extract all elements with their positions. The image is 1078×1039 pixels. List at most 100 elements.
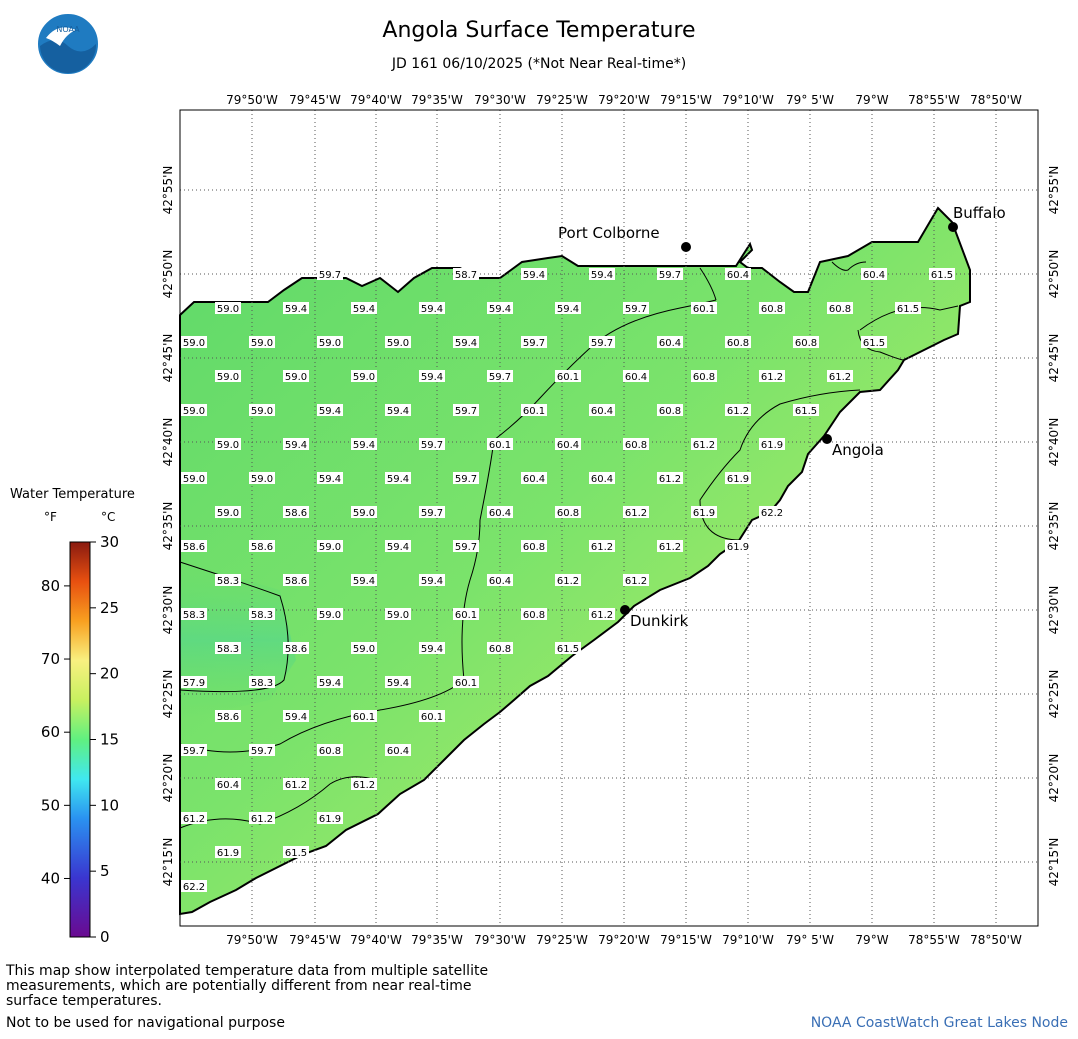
temperature-value: 60.4 — [591, 474, 613, 485]
temperature-label: 59.0 — [351, 370, 377, 383]
temperature-label: 61.2 — [555, 574, 581, 587]
temperature-value: 62.2 — [761, 508, 783, 519]
temperature-label: 59.4 — [283, 302, 309, 315]
temperature-label: 59.4 — [351, 574, 377, 587]
longitude-label: 79°20'W — [598, 933, 650, 947]
temperature-label-bg — [453, 676, 479, 688]
temperature-label: 61.2 — [623, 506, 649, 519]
temperature-value: 58.6 — [251, 542, 273, 553]
temperature-label: 59.0 — [215, 302, 241, 315]
temperature-label: 59.0 — [385, 608, 411, 621]
map-subtitle: JD 161 06/10/2025 (*Not Near Real-time*) — [391, 56, 687, 72]
temperature-label-bg — [249, 472, 275, 484]
longitude-label: 78°50'W — [970, 933, 1022, 947]
temperature-value: 59.4 — [319, 678, 341, 689]
temperature-label-bg — [487, 302, 513, 314]
temperature-label-bg — [691, 370, 717, 382]
legend-f-tick: 50 — [41, 796, 60, 814]
temperature-value: 59.0 — [319, 542, 341, 553]
temperature-value: 59.7 — [251, 746, 273, 757]
temperature-label: 60.1 — [351, 710, 377, 723]
temperature-value: 61.2 — [659, 474, 681, 485]
longitude-label: 78°50'W — [970, 93, 1022, 107]
temperature-label-bg — [181, 336, 207, 348]
legend-c-tick: 30 — [100, 533, 119, 551]
temperature-label: 59.0 — [181, 336, 207, 349]
temperature-label: 59.4 — [317, 404, 343, 417]
temperature-label-bg — [317, 744, 343, 756]
temperature-label: 59.4 — [385, 472, 411, 485]
longitude-label: 79°W — [855, 93, 888, 107]
temperature-value: 60.4 — [217, 780, 239, 791]
temperature-label-bg — [283, 846, 309, 858]
temperature-value: 59.0 — [319, 610, 341, 621]
temperature-label-bg — [215, 506, 241, 518]
temperature-label-bg — [691, 506, 717, 518]
temperature-value: 59.4 — [387, 474, 409, 485]
temperature-value: 59.0 — [217, 372, 239, 383]
latitude-label: 42°20'N — [1047, 754, 1061, 803]
temperature-label-bg — [249, 676, 275, 688]
temperature-label: 60.1 — [453, 608, 479, 621]
temperature-label-bg — [283, 642, 309, 654]
temperature-label: 60.8 — [725, 336, 751, 349]
temperature-label: 59.4 — [351, 438, 377, 451]
legend-unit-c: °C — [101, 510, 116, 524]
temperature-label: 59.7 — [419, 506, 445, 519]
temperature-label-bg — [181, 812, 207, 824]
temperature-label: 59.4 — [487, 302, 513, 315]
temperature-label: 59.7 — [181, 744, 207, 757]
temperature-label: 61.5 — [929, 268, 955, 281]
temperature-label: 59.7 — [623, 302, 649, 315]
temperature-label-bg — [453, 336, 479, 348]
temperature-value: 61.9 — [727, 542, 749, 553]
temperature-value: 60.4 — [489, 508, 511, 519]
legend-f-tick: 40 — [41, 869, 60, 887]
latitude-label: 42°55'N — [1047, 166, 1061, 215]
longitude-label: 79°40'W — [350, 933, 402, 947]
temperature-label-bg — [691, 302, 717, 314]
temperature-value: 60.8 — [761, 304, 783, 315]
temperature-label-bg — [487, 642, 513, 654]
logo-text: NOAA — [56, 25, 80, 34]
temperature-label-bg — [793, 404, 819, 416]
temperature-label-bg — [181, 608, 207, 620]
temperature-label: 58.6 — [283, 506, 309, 519]
temperature-label: 60.1 — [453, 676, 479, 689]
temperature-value: 59.7 — [591, 338, 613, 349]
temperature-value: 59.0 — [353, 372, 375, 383]
temperature-value: 60.8 — [489, 644, 511, 655]
temperature-value: 58.6 — [285, 576, 307, 587]
temperature-value: 60.4 — [863, 270, 885, 281]
temperature-value: 60.1 — [455, 678, 477, 689]
temperature-value: 59.4 — [285, 712, 307, 723]
temperature-value: 59.4 — [387, 542, 409, 553]
temperature-value: 60.8 — [693, 372, 715, 383]
temperature-label: 61.5 — [283, 846, 309, 859]
latitude-label: 42°30'N — [1047, 586, 1061, 635]
temperature-value: 61.2 — [761, 372, 783, 383]
longitude-label: 79°30'W — [474, 93, 526, 107]
temperature-value: 61.5 — [863, 338, 885, 349]
temperature-label-bg — [555, 506, 581, 518]
temperature-label: 58.6 — [249, 540, 275, 553]
temperature-label: 61.2 — [691, 438, 717, 451]
temperature-label-bg — [283, 506, 309, 518]
temperature-label: 61.9 — [215, 846, 241, 859]
temperature-values: 59.7 58.7 59.4 59.4 59.7 60.4 60.4 61.5 59.0 59.4… — [181, 268, 955, 893]
temperature-label: 59.4 — [453, 336, 479, 349]
temperature-label: 61.2 — [725, 404, 751, 417]
temperature-label: 59.4 — [351, 302, 377, 315]
temperature-value: 61.9 — [319, 814, 341, 825]
temperature-value: 59.4 — [285, 440, 307, 451]
temperature-label: 59.7 — [317, 268, 343, 281]
temperature-label-bg — [725, 268, 751, 280]
temperature-value: 59.4 — [421, 372, 443, 383]
temperature-label: 60.4 — [589, 472, 615, 485]
temperature-label: 60.4 — [623, 370, 649, 383]
temperature-value: 60.1 — [489, 440, 511, 451]
temperature-label-bg — [521, 608, 547, 620]
temperature-label: 61.2 — [623, 574, 649, 587]
temperature-value: 60.1 — [421, 712, 443, 723]
latitude-label: 42°40'N — [161, 418, 175, 467]
